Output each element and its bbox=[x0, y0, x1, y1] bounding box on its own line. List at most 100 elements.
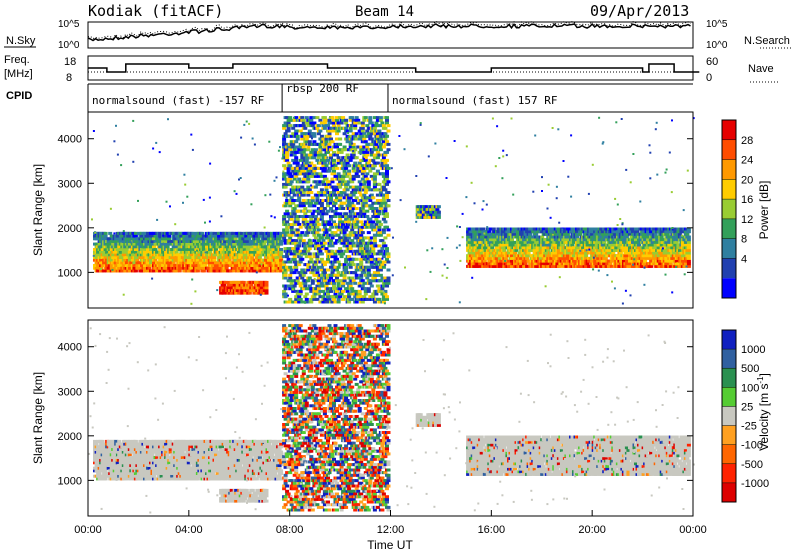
heatmap-cell bbox=[288, 260, 293, 264]
heatmap-cell bbox=[312, 289, 317, 293]
heatmap-cell bbox=[351, 204, 356, 208]
heatmap-cell bbox=[327, 132, 332, 136]
heatmap-cell bbox=[345, 158, 350, 162]
heatmap-cell bbox=[286, 166, 291, 170]
heatmap-cell bbox=[295, 252, 300, 256]
heatmap-cell bbox=[316, 239, 321, 243]
heatmap-cell bbox=[212, 231, 217, 235]
heatmap-cell bbox=[380, 247, 385, 251]
heatmap-cell bbox=[357, 121, 362, 125]
heatmap-cell bbox=[377, 244, 382, 248]
heatmap-cell bbox=[350, 239, 355, 243]
heatmap-cell bbox=[288, 116, 293, 120]
heatmap-cell bbox=[502, 248, 507, 252]
heatmap-cell bbox=[385, 295, 389, 299]
heatmap-cell bbox=[383, 260, 388, 264]
nsky-series bbox=[87, 23, 691, 42]
heatmap-cell bbox=[381, 145, 386, 149]
heatmap-cell bbox=[341, 148, 346, 152]
heatmap-cell bbox=[319, 257, 324, 261]
heatmap-cell bbox=[321, 182, 326, 186]
heatmap-cell bbox=[304, 132, 309, 136]
heatmap-cell bbox=[363, 174, 368, 178]
heatmap-cell bbox=[351, 153, 356, 157]
heatmap-cell bbox=[132, 261, 137, 265]
heatmap-cell bbox=[371, 220, 376, 224]
heatmap-cell bbox=[164, 240, 169, 243]
heatmap-cell bbox=[286, 268, 291, 272]
heatmap-cell bbox=[327, 279, 332, 283]
heatmap-cell bbox=[303, 134, 308, 138]
heatmap-cell bbox=[324, 247, 329, 251]
heatmap-cell bbox=[283, 212, 288, 216]
heatmap-cell bbox=[191, 231, 196, 235]
heatmap-cell bbox=[342, 279, 347, 283]
heatmap-cell bbox=[295, 228, 300, 232]
heatmap-cell bbox=[351, 174, 356, 178]
heatmap-cell bbox=[372, 276, 377, 280]
heatmap-cell bbox=[236, 250, 241, 254]
heatmap-cell bbox=[377, 220, 382, 224]
heatmap-cell bbox=[315, 268, 320, 272]
heatmap-cell bbox=[315, 241, 320, 245]
heatmap-cell bbox=[120, 242, 125, 246]
heatmap-cell bbox=[369, 150, 374, 154]
heatmap-cell bbox=[327, 145, 332, 149]
heatmap-cell bbox=[103, 231, 108, 235]
heatmap-cell bbox=[294, 140, 299, 144]
heatmap-cell bbox=[348, 145, 353, 149]
heatmap-cell bbox=[286, 241, 291, 245]
heatmap-cell bbox=[348, 129, 353, 133]
heatmap-cell bbox=[167, 237, 172, 241]
heatmap-cell bbox=[313, 244, 318, 248]
heatmap-cell bbox=[324, 140, 329, 144]
heatmap-cell bbox=[348, 249, 353, 253]
heatmap-cell bbox=[359, 228, 364, 232]
heatmap-cell bbox=[126, 234, 131, 238]
heatmap-cell bbox=[372, 174, 377, 178]
heatmap-cell bbox=[344, 265, 349, 269]
heatmap-cell bbox=[309, 134, 314, 138]
heatmap-cell bbox=[279, 234, 284, 238]
heatmap-cell bbox=[130, 250, 135, 254]
heatmap-cell bbox=[385, 174, 389, 178]
heatmap-cell bbox=[330, 116, 335, 120]
heatmap-cell bbox=[318, 145, 323, 149]
heatmap-cell bbox=[326, 287, 330, 291]
heatmap-cell bbox=[362, 153, 367, 157]
heatmap-cell bbox=[342, 191, 347, 194]
heatmap-cell bbox=[378, 145, 383, 149]
heatmap-cell bbox=[298, 281, 303, 285]
heatmap-cell bbox=[385, 249, 389, 253]
heatmap-cell bbox=[300, 116, 305, 120]
heatmap-cell bbox=[341, 289, 346, 293]
heatmap-cell bbox=[319, 153, 324, 157]
heatmap-cell bbox=[338, 247, 343, 251]
heatmap-cell bbox=[372, 271, 377, 275]
heatmap-cell bbox=[378, 148, 383, 152]
heatmap-cell bbox=[497, 240, 502, 244]
heatmap-cell bbox=[294, 263, 299, 267]
heatmap-cell bbox=[256, 237, 261, 241]
heatmap-cell bbox=[283, 185, 288, 189]
heatmap-cell bbox=[303, 207, 308, 210]
heatmap-cell bbox=[313, 180, 318, 184]
heatmap-cell bbox=[316, 124, 321, 128]
heatmap-cell bbox=[304, 137, 309, 141]
heatmap-cell bbox=[335, 145, 339, 149]
heatmap-cell bbox=[372, 177, 377, 181]
heatmap-cell bbox=[375, 188, 380, 192]
heatmap-cell bbox=[385, 247, 389, 251]
heatmap-cell bbox=[336, 260, 341, 264]
heatmap-cell bbox=[298, 204, 303, 208]
heatmap-cell bbox=[372, 185, 377, 189]
heatmap-cell bbox=[218, 253, 223, 257]
heatmap-cell bbox=[362, 166, 367, 170]
heatmap-cell bbox=[341, 241, 346, 245]
heatmap-cell bbox=[304, 287, 309, 291]
heatmap-cell bbox=[318, 249, 323, 253]
heatmap-cell bbox=[152, 245, 156, 249]
heatmap-cell bbox=[301, 169, 306, 173]
heatmap-cell bbox=[301, 118, 306, 122]
heatmap-cell bbox=[353, 134, 358, 138]
